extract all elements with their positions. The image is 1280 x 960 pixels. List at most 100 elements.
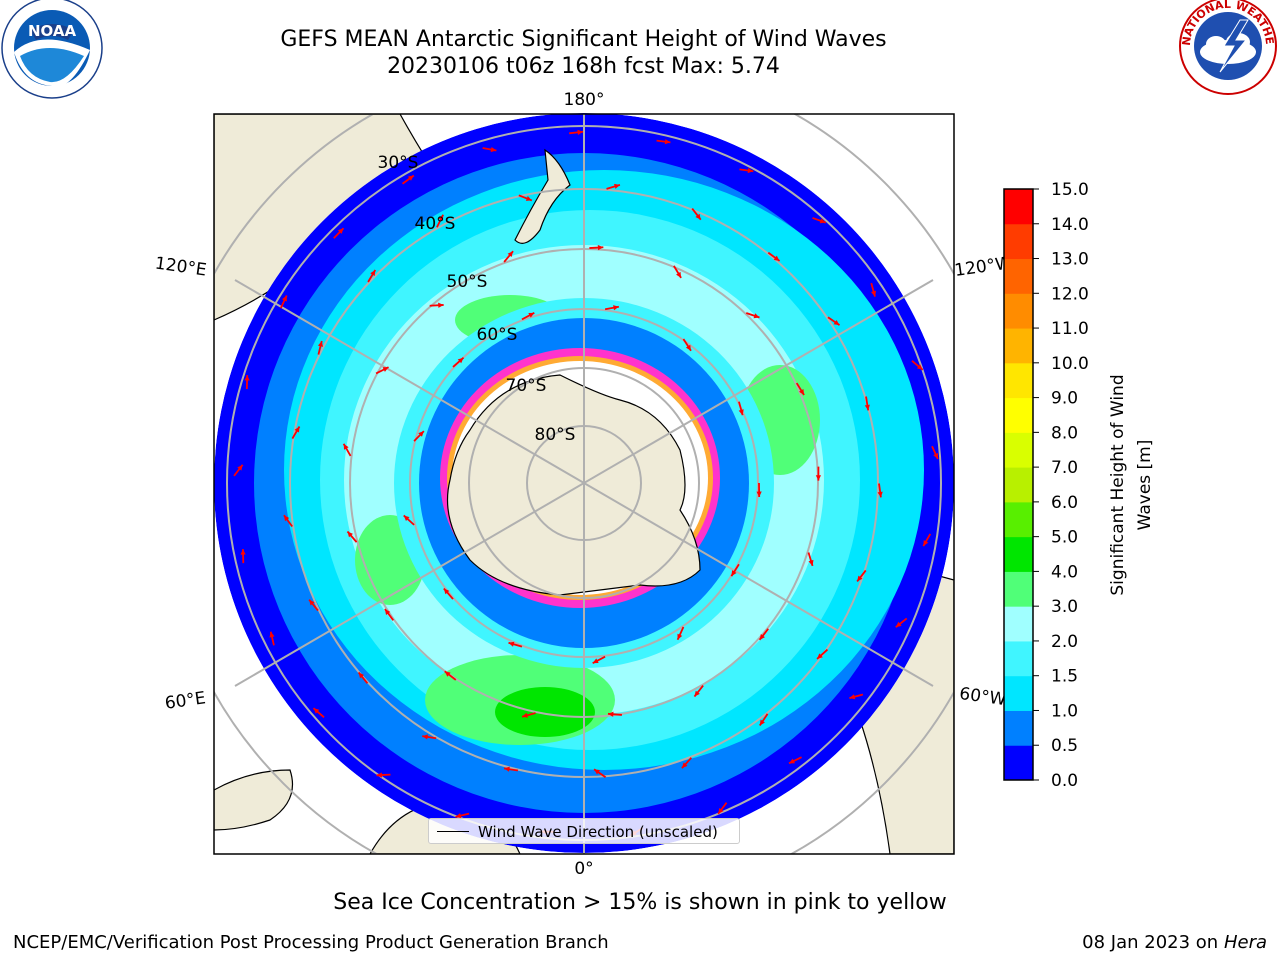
colorbar-swatch <box>1004 397 1033 433</box>
colorbar-swatch <box>1004 258 1033 294</box>
wave-arrow-head <box>695 213 701 220</box>
colorbar-tick-label: 1.5 <box>1051 667 1078 687</box>
footer-host: Hera <box>1223 932 1267 953</box>
colorbar-tick-label: 4.0 <box>1051 562 1078 582</box>
wave-arrow-head <box>819 218 826 224</box>
colorbar: 0.0 0.5 1.0 1.5 2.0 3.0 4.0 5.0 6.0 7.0 8.0 9.0 10.0… <box>1003 180 1089 791</box>
wave-arrow-head <box>916 364 923 370</box>
wave-arrow-head <box>833 319 840 326</box>
colorbar-tick-label: 10.0 <box>1051 354 1089 374</box>
footer-credit: NCEP/EMC/Verification Post Processing Pr… <box>13 932 609 953</box>
nws-logo-icon: NATIONAL WEATHER SERVICE <box>0 0 1277 95</box>
chart-subtitle: 20230106 t06z 168h fcst Max: 5.74 <box>387 54 780 79</box>
noaa-logo-icon: NOAA <box>1 0 103 99</box>
new-zealand-land <box>514 148 571 244</box>
colorbar-tick-label: 9.0 <box>1051 389 1078 409</box>
wave-arrow-head <box>607 711 614 717</box>
wave-arrow-head <box>269 631 275 638</box>
colorbar-label-line1: Significant Height of Wind <box>1108 374 1128 595</box>
wave-arrow-head <box>244 375 250 381</box>
wave-arrow-head <box>677 633 683 640</box>
wave-arrow-head <box>313 708 320 714</box>
wave-arrow-head <box>370 269 376 276</box>
noaa-logo-text: NOAA <box>28 22 77 40</box>
wave-arrow-head <box>753 313 760 319</box>
wave-arrow-head <box>438 302 444 308</box>
chart-title: GEFS MEAN Antarctic Significant Height o… <box>280 27 887 52</box>
wave-arrow-head <box>773 255 780 261</box>
wave-arrow-head <box>676 271 682 278</box>
wave-arrow-head <box>384 609 391 615</box>
colorbar-swatch <box>1004 640 1033 677</box>
wind-wave-arrows <box>233 129 939 837</box>
colorbar-swatch <box>1004 432 1033 468</box>
nws-logo-ring-text: NATIONAL WEATHER SERVICE <box>0 0 1276 46</box>
colorbar-tick-label: 1.0 <box>1051 701 1078 721</box>
wave-arrow-head <box>358 672 365 679</box>
wave-arrow-head <box>457 357 464 364</box>
wave-arrow-head <box>444 671 451 677</box>
wave-arrow-head <box>718 807 724 814</box>
wave-arrow-head <box>664 139 671 145</box>
wave-arrow-head <box>490 146 497 153</box>
colorbar-tick-label: 3.0 <box>1051 597 1078 617</box>
wave-arrow-head <box>685 344 692 351</box>
wave-arrow-head <box>282 295 287 302</box>
svg-text:NATIONAL WEATHER SERVICE: NATIONAL WEATHER SERVICE <box>0 0 1276 46</box>
lon-label-180: 180° <box>564 90 605 110</box>
madagascar-land <box>214 769 294 831</box>
colorbar-swatch <box>1004 328 1033 364</box>
colorbar-swatch <box>1004 362 1033 399</box>
legend-line-icon <box>437 831 469 832</box>
wave-arrow-head <box>283 515 290 522</box>
wave-arrow-head <box>923 540 929 547</box>
wave-arrow-head <box>613 305 619 311</box>
wave-arrow-head <box>731 570 737 577</box>
colorbar-swatch <box>1004 467 1033 503</box>
footer-date-text: 08 Jan 2023 on <box>1082 932 1219 953</box>
lat-label-30s: 30°S <box>378 153 419 173</box>
wave-arrow-head <box>337 228 344 234</box>
wave-arrow-head <box>597 244 604 251</box>
wave-arrow-head <box>240 549 246 555</box>
colorbar-tick-label: 8.0 <box>1051 423 1078 443</box>
lon-label-60w: 60°W <box>958 684 1007 710</box>
colorbar-tick-label: 6.0 <box>1051 493 1078 513</box>
wave-arrow-head <box>443 588 450 595</box>
colorbar-tick-label: 14.0 <box>1051 215 1089 235</box>
wave-arrow-head <box>759 719 765 726</box>
colorbar-swatch <box>1004 745 1033 781</box>
sea-ice-caption: Sea Ice Concentration > 15% is shown in … <box>333 890 947 915</box>
lon-label-60e: 60°E <box>164 688 207 713</box>
colorbar-tick-label: 7.0 <box>1051 458 1078 478</box>
colorbar-tick-label: 5.0 <box>1051 528 1078 548</box>
wave-arrow-head <box>857 575 863 582</box>
colorbar-swatch <box>1004 293 1033 329</box>
lat-label-40s: 40°S <box>415 214 456 234</box>
wave-arrow-head <box>895 621 902 628</box>
wave-arrow-head <box>933 452 938 459</box>
wave-arrow-head <box>376 772 383 778</box>
wave-arrow-head <box>455 813 462 819</box>
wave-arrow-head <box>403 515 410 522</box>
lat-label-70s: 70°S <box>506 376 547 396</box>
lat-label-80s: 80°S <box>535 425 576 445</box>
wave-arrow-head <box>508 641 515 647</box>
wave-arrow-head <box>525 196 532 201</box>
wave-arrow-head <box>808 559 814 566</box>
colorbar-swatch <box>1004 571 1033 607</box>
wave-arrow-head <box>504 766 510 772</box>
wave-arrow-head <box>592 658 599 664</box>
map-frame <box>213 113 955 855</box>
colorbar-swatch <box>1004 606 1033 642</box>
wave-arrow-head <box>614 183 620 189</box>
colorbar-swatch <box>1004 675 1033 711</box>
wave-arrow-head <box>594 769 600 775</box>
wave-arrow-head <box>756 491 762 497</box>
wave-arrow-head <box>343 443 349 450</box>
wave-arrow-head <box>309 599 315 606</box>
wave-arrow-head <box>694 690 700 697</box>
lat-label-60s: 60°S <box>477 325 518 345</box>
wave-arrow-head <box>815 475 822 481</box>
